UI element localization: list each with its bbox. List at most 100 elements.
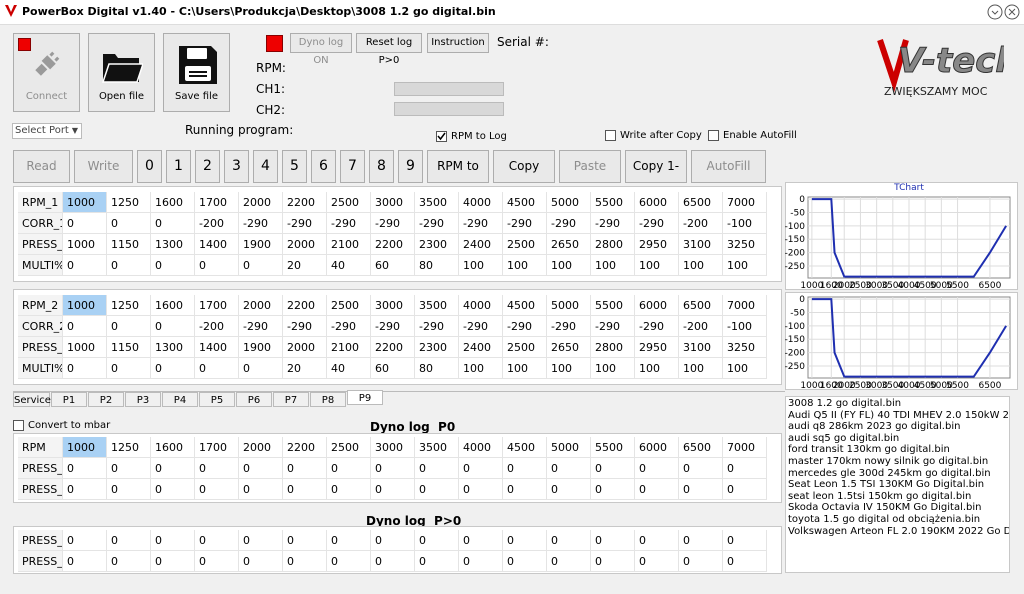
table-cell[interactable]: 0 (415, 551, 459, 572)
table-cell[interactable]: 0 (239, 255, 283, 276)
table-cell[interactable]: 100 (547, 358, 591, 379)
toolbar-button[interactable]: 9 (398, 150, 423, 183)
table-cell[interactable]: 2200 (371, 337, 415, 358)
table-cell[interactable]: 0 (723, 458, 767, 479)
table-cell[interactable]: 1150 (107, 234, 151, 255)
table-cell[interactable]: 80 (415, 358, 459, 379)
table-cell[interactable]: 0 (63, 458, 107, 479)
table-cell[interactable]: 2950 (635, 337, 679, 358)
table-cell[interactable]: 100 (459, 255, 503, 276)
table-cell[interactable]: 4000 (459, 295, 503, 316)
connect-button[interactable]: Connect (13, 33, 80, 112)
table-cell[interactable]: 0 (547, 479, 591, 500)
table-cell[interactable]: 0 (459, 530, 503, 551)
table-cell[interactable]: 0 (151, 479, 195, 500)
table-cell[interactable]: -290 (591, 213, 635, 234)
table-cell[interactable]: -290 (371, 213, 415, 234)
table-cell[interactable]: 5000 (547, 192, 591, 213)
file-item[interactable]: toyota 1.5 go digital od obciążenia.bin (788, 514, 981, 525)
file-item[interactable]: Audi Q5 II (FY FL) 40 TDI MHEV 2.0 150kW… (788, 409, 1010, 421)
table-cell[interactable]: 0 (723, 530, 767, 551)
file-item[interactable]: Seat Leon 1.5 TSI 130KM Go Digital.bin (788, 479, 985, 491)
table-cell[interactable]: 0 (547, 551, 591, 572)
table-cell[interactable]: 0 (239, 551, 283, 572)
file-item[interactable]: audi q8 286km 2023 go digital.bin (788, 421, 961, 433)
table-cell[interactable]: 0 (195, 458, 239, 479)
table-cell[interactable]: 3000 (371, 192, 415, 213)
table-cell[interactable]: 0 (195, 358, 239, 379)
table-cell[interactable]: 0 (239, 458, 283, 479)
table-cell[interactable]: 0 (723, 551, 767, 572)
table-cell[interactable]: -200 (679, 316, 723, 337)
dyno-log-on-button[interactable]: Dyno log ON (290, 33, 352, 66)
tab[interactable]: P6 (236, 392, 272, 407)
table-cell[interactable]: 1250 (107, 192, 151, 213)
table-cell[interactable]: -200 (195, 213, 239, 234)
table-cell[interactable]: 0 (723, 479, 767, 500)
table-cell[interactable]: 0 (679, 479, 723, 500)
table-cell[interactable]: 0 (151, 316, 195, 337)
table-cell[interactable]: 0 (327, 551, 371, 572)
table-cell[interactable]: 1400 (195, 337, 239, 358)
table-cell[interactable]: 100 (635, 255, 679, 276)
table-cell[interactable]: 5000 (547, 295, 591, 316)
toolbar-button[interactable]: Copy 1->2 (625, 150, 687, 204)
table-cell[interactable]: 0 (459, 479, 503, 500)
table-cell[interactable]: 2400 (459, 234, 503, 255)
table-cell[interactable]: 4500 (503, 192, 547, 213)
table-cell[interactable]: 0 (195, 479, 239, 500)
table-cell[interactable]: 0 (415, 479, 459, 500)
window-controls[interactable] (986, 3, 1020, 21)
file-item[interactable]: mercedes gle 300d 245km go digital.bin (788, 467, 991, 479)
table-cell[interactable]: 0 (63, 358, 107, 379)
table-cell[interactable]: 0 (63, 479, 107, 500)
table-cell[interactable]: -290 (415, 213, 459, 234)
toolbar-button[interactable]: 3 (224, 150, 249, 183)
table-cell[interactable]: 0 (151, 530, 195, 551)
table-cell[interactable]: 0 (459, 458, 503, 479)
select-port[interactable]: Select Port ▼ (12, 123, 82, 139)
table-cell[interactable]: 100 (503, 255, 547, 276)
table-cell[interactable]: -290 (459, 316, 503, 337)
table-cell[interactable]: 100 (679, 358, 723, 379)
table-cell[interactable]: 3250 (723, 234, 767, 255)
table-cell[interactable]: 7000 (723, 192, 767, 213)
table-cell[interactable]: 40 (327, 358, 371, 379)
table-cell[interactable]: 0 (107, 213, 151, 234)
table-cell[interactable]: 0 (63, 213, 107, 234)
save-file-button[interactable]: Save file (163, 33, 230, 112)
toolbar-button[interactable]: Read BOX (13, 150, 70, 204)
toolbar-button[interactable]: Paste PROG (559, 150, 621, 204)
table-cell[interactable]: 4000 (459, 437, 503, 458)
table-cell[interactable]: 7000 (723, 295, 767, 316)
table-cell[interactable]: 100 (547, 255, 591, 276)
table-cell[interactable]: 0 (283, 530, 327, 551)
table-cell[interactable]: 0 (283, 551, 327, 572)
table-cell[interactable]: 0 (63, 316, 107, 337)
table-cell[interactable]: -290 (327, 213, 371, 234)
table-cell[interactable]: 1000 (63, 337, 107, 358)
table-cell[interactable]: 6000 (635, 437, 679, 458)
table-cell[interactable]: 0 (635, 551, 679, 572)
table-cell[interactable]: -290 (327, 316, 371, 337)
table-cell[interactable]: 0 (503, 479, 547, 500)
file-item[interactable]: seat leon 1.5tsi 150km go digital.bin (788, 490, 972, 502)
file-item[interactable]: Volkswagen Arteon FL 2.0 190KM 2022 Go D… (788, 525, 1009, 537)
convert-to-mbar-checkbox[interactable] (13, 420, 24, 431)
table-cell[interactable]: 2800 (591, 337, 635, 358)
toolbar-button[interactable]: 6 (311, 150, 336, 183)
table-cell[interactable]: 1000 (63, 192, 107, 213)
table-cell[interactable]: 0 (239, 479, 283, 500)
table-cell[interactable]: -290 (547, 213, 591, 234)
table-cell[interactable]: 1300 (151, 337, 195, 358)
table-cell[interactable]: 2200 (283, 192, 327, 213)
instruction-button[interactable]: Instruction (427, 33, 489, 53)
table-cell[interactable]: 0 (415, 458, 459, 479)
table-cell[interactable]: 0 (591, 551, 635, 572)
table-cell[interactable]: 0 (371, 551, 415, 572)
table-cell[interactable]: 0 (195, 255, 239, 276)
table-cell[interactable]: 1700 (195, 437, 239, 458)
table-cell[interactable]: 0 (107, 551, 151, 572)
table-cell[interactable]: 2000 (239, 437, 283, 458)
table-cell[interactable]: 0 (547, 458, 591, 479)
